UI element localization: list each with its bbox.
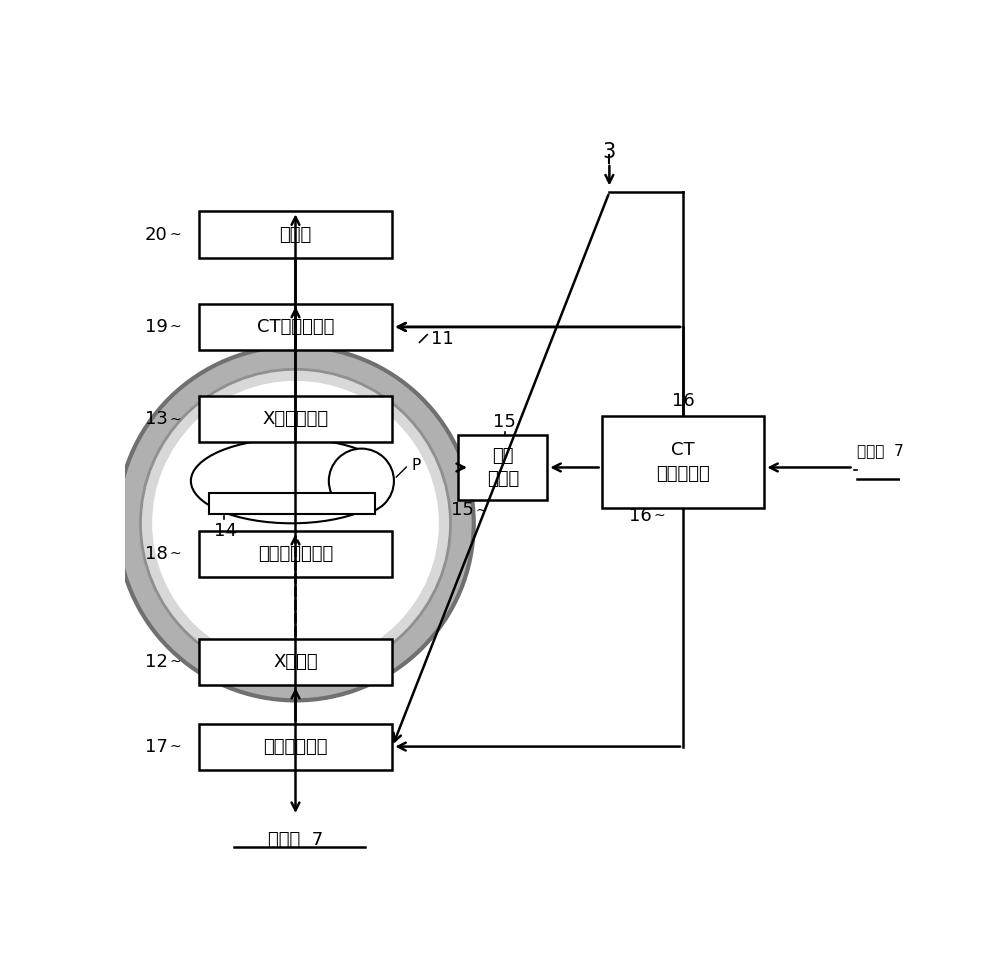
Text: 15: 15 (451, 501, 474, 519)
Bar (199, 724, 392, 770)
Text: 11: 11 (431, 329, 454, 348)
Bar (209, 492, 375, 514)
Bar (602, 416, 764, 508)
Text: ~: ~ (475, 503, 487, 517)
Text: ~: ~ (169, 413, 181, 426)
Bar (199, 304, 392, 350)
Text: 高电压发生部: 高电压发生部 (263, 737, 328, 756)
Text: ~: ~ (169, 228, 181, 242)
Text: 传送部: 传送部 (279, 226, 312, 244)
Text: 控制台  7: 控制台 7 (268, 831, 323, 850)
Text: ~: ~ (169, 655, 181, 669)
Text: 16: 16 (672, 392, 694, 410)
Ellipse shape (191, 439, 392, 523)
Text: ~: ~ (169, 739, 181, 754)
Circle shape (152, 381, 439, 665)
Text: 20: 20 (145, 226, 168, 244)
Text: 19: 19 (145, 318, 168, 336)
Text: ~: ~ (169, 547, 181, 561)
Bar (199, 531, 392, 577)
Text: X射线检测器: X射线检测器 (262, 410, 329, 428)
Text: X射线管: X射线管 (273, 653, 318, 671)
Text: 旋转
驱动部: 旋转 驱动部 (487, 446, 519, 489)
Text: ~: ~ (654, 509, 665, 522)
Bar (199, 211, 392, 257)
Text: 控制台  7: 控制台 7 (857, 444, 904, 458)
Ellipse shape (329, 448, 394, 514)
Text: 3: 3 (603, 142, 616, 162)
Text: ~: ~ (169, 320, 181, 334)
Text: 16: 16 (629, 507, 652, 524)
Bar (199, 638, 392, 685)
Circle shape (117, 347, 474, 701)
Text: 17: 17 (145, 737, 168, 756)
Text: 12: 12 (145, 653, 168, 671)
Text: 13: 13 (145, 410, 168, 428)
Text: CT数据收集部: CT数据收集部 (257, 318, 334, 336)
Text: 固定楔形滤波器: 固定楔形滤波器 (258, 545, 333, 564)
Text: 15: 15 (493, 413, 516, 431)
Text: P: P (412, 458, 421, 473)
Bar (199, 396, 392, 443)
Bar (458, 435, 547, 500)
Text: 18: 18 (145, 545, 168, 564)
Text: CT
架台控制部: CT 架台控制部 (656, 441, 710, 483)
Text: 14: 14 (214, 522, 237, 540)
Circle shape (140, 370, 450, 678)
